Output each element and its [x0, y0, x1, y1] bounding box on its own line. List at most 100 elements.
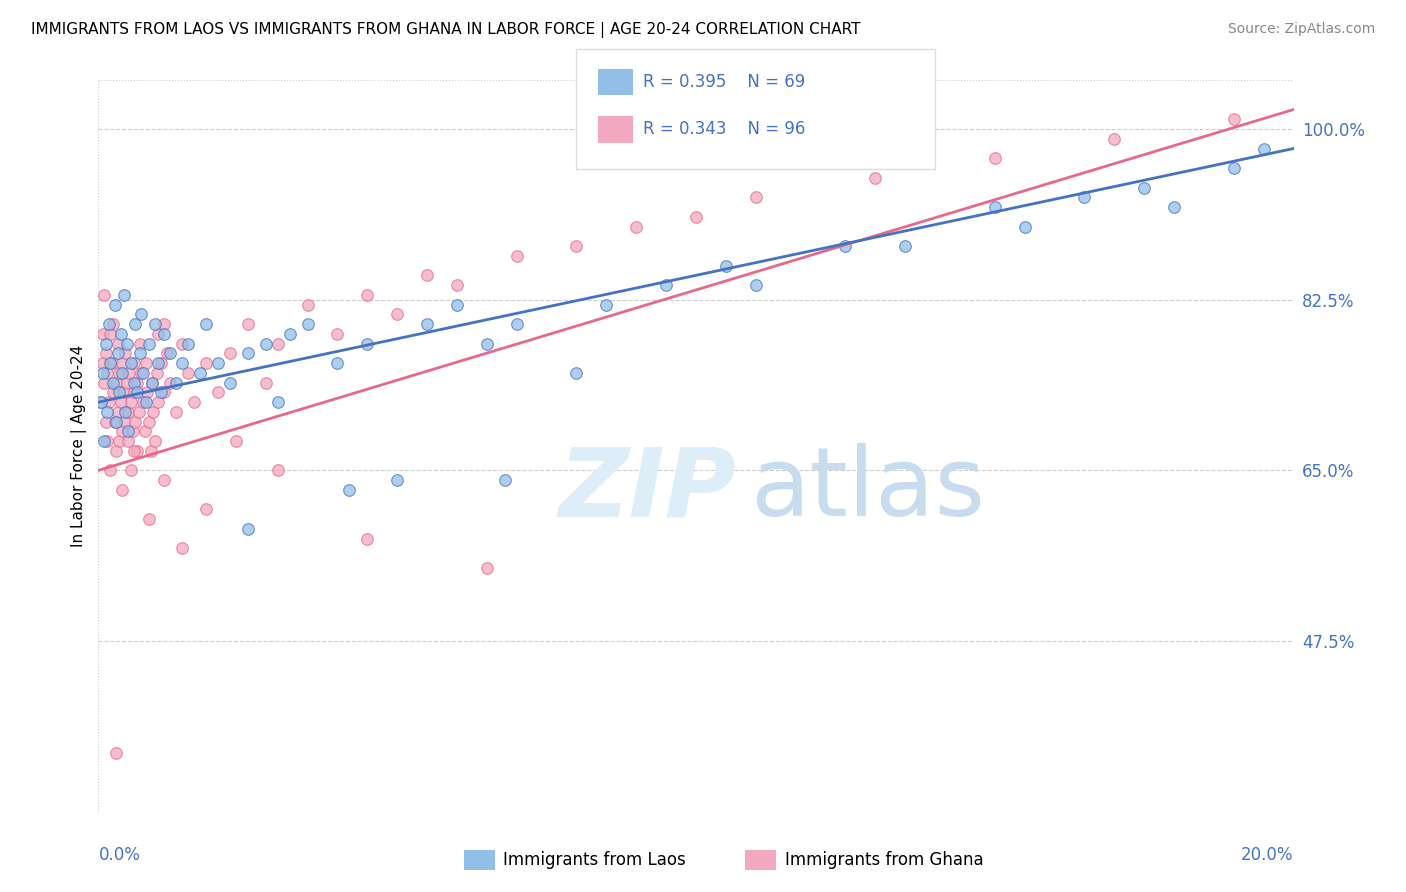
- Point: [148, 356, 170, 370]
- Point: [103, 385, 125, 400]
- Point: [565, 239, 588, 253]
- Point: [114, 346, 136, 360]
- Point: [105, 376, 128, 390]
- Point: [297, 297, 319, 311]
- Point: [108, 366, 131, 380]
- Point: [183, 395, 205, 409]
- Point: [745, 278, 768, 293]
- Point: [506, 317, 529, 331]
- Point: [112, 385, 135, 400]
- Point: [124, 443, 146, 458]
- Point: [984, 151, 1007, 165]
- Point: [865, 170, 887, 185]
- Point: [385, 473, 409, 487]
- Point: [127, 376, 149, 390]
- Point: [685, 210, 707, 224]
- Point: [254, 336, 277, 351]
- Point: [267, 463, 290, 477]
- Point: [148, 395, 170, 409]
- Point: [139, 443, 162, 458]
- Point: [1133, 180, 1156, 194]
- Point: [91, 326, 114, 341]
- Point: [655, 278, 678, 293]
- Point: [90, 395, 112, 409]
- Point: [111, 425, 134, 439]
- Point: [117, 425, 139, 439]
- Point: [117, 434, 139, 449]
- Point: [110, 395, 132, 409]
- Point: [339, 483, 361, 497]
- Point: [124, 356, 146, 370]
- Point: [104, 297, 127, 311]
- Point: [984, 200, 1007, 214]
- Point: [98, 356, 122, 370]
- Point: [236, 346, 259, 360]
- Point: [745, 190, 768, 204]
- Point: [115, 376, 138, 390]
- Point: [136, 385, 159, 400]
- Point: [107, 346, 129, 360]
- Point: [150, 356, 173, 370]
- Point: [117, 405, 139, 419]
- Point: [141, 376, 163, 390]
- Point: [146, 366, 169, 380]
- Point: [114, 405, 136, 419]
- Point: [1014, 219, 1036, 234]
- Point: [96, 434, 118, 449]
- Point: [494, 473, 516, 487]
- Point: [225, 434, 247, 449]
- Text: atlas: atlas: [749, 443, 984, 536]
- Point: [138, 336, 160, 351]
- Point: [1163, 200, 1185, 214]
- Point: [297, 317, 319, 331]
- Point: [267, 395, 290, 409]
- Point: [267, 336, 290, 351]
- Point: [356, 336, 378, 351]
- Point: [120, 356, 142, 370]
- Point: [159, 376, 181, 390]
- Point: [177, 366, 200, 380]
- Point: [385, 307, 409, 321]
- Point: [127, 385, 149, 400]
- Point: [1223, 161, 1246, 175]
- Point: [124, 317, 146, 331]
- Point: [1073, 190, 1095, 204]
- Text: 0.0%: 0.0%: [98, 846, 141, 863]
- Point: [188, 366, 211, 380]
- Text: IMMIGRANTS FROM LAOS VS IMMIGRANTS FROM GHANA IN LABOR FORCE | AGE 20-24 CORRELA: IMMIGRANTS FROM LAOS VS IMMIGRANTS FROM …: [31, 22, 860, 38]
- Text: Source: ZipAtlas.com: Source: ZipAtlas.com: [1227, 22, 1375, 37]
- Point: [131, 307, 153, 321]
- Point: [172, 356, 194, 370]
- Point: [129, 346, 152, 360]
- Point: [91, 366, 114, 380]
- Point: [278, 326, 301, 341]
- Point: [219, 376, 242, 390]
- Point: [135, 356, 157, 370]
- Point: [172, 541, 194, 556]
- Point: [326, 326, 349, 341]
- Point: [118, 366, 141, 380]
- Point: [132, 366, 155, 380]
- Point: [894, 239, 917, 253]
- Point: [96, 405, 118, 419]
- Point: [165, 405, 187, 419]
- Point: [98, 463, 122, 477]
- Point: [90, 395, 112, 409]
- Point: [153, 385, 176, 400]
- Point: [195, 317, 218, 331]
- Point: [475, 561, 498, 575]
- Point: [104, 415, 127, 429]
- Point: [96, 366, 118, 380]
- Point: [110, 326, 132, 341]
- Point: [143, 317, 166, 331]
- Point: [714, 259, 737, 273]
- Point: [834, 239, 856, 253]
- Point: [107, 336, 129, 351]
- Point: [98, 326, 122, 341]
- Text: R = 0.395    N = 69: R = 0.395 N = 69: [643, 72, 804, 90]
- Point: [236, 522, 259, 536]
- Point: [108, 434, 131, 449]
- Text: Immigrants from Ghana: Immigrants from Ghana: [785, 851, 983, 869]
- Point: [153, 473, 176, 487]
- Point: [150, 385, 173, 400]
